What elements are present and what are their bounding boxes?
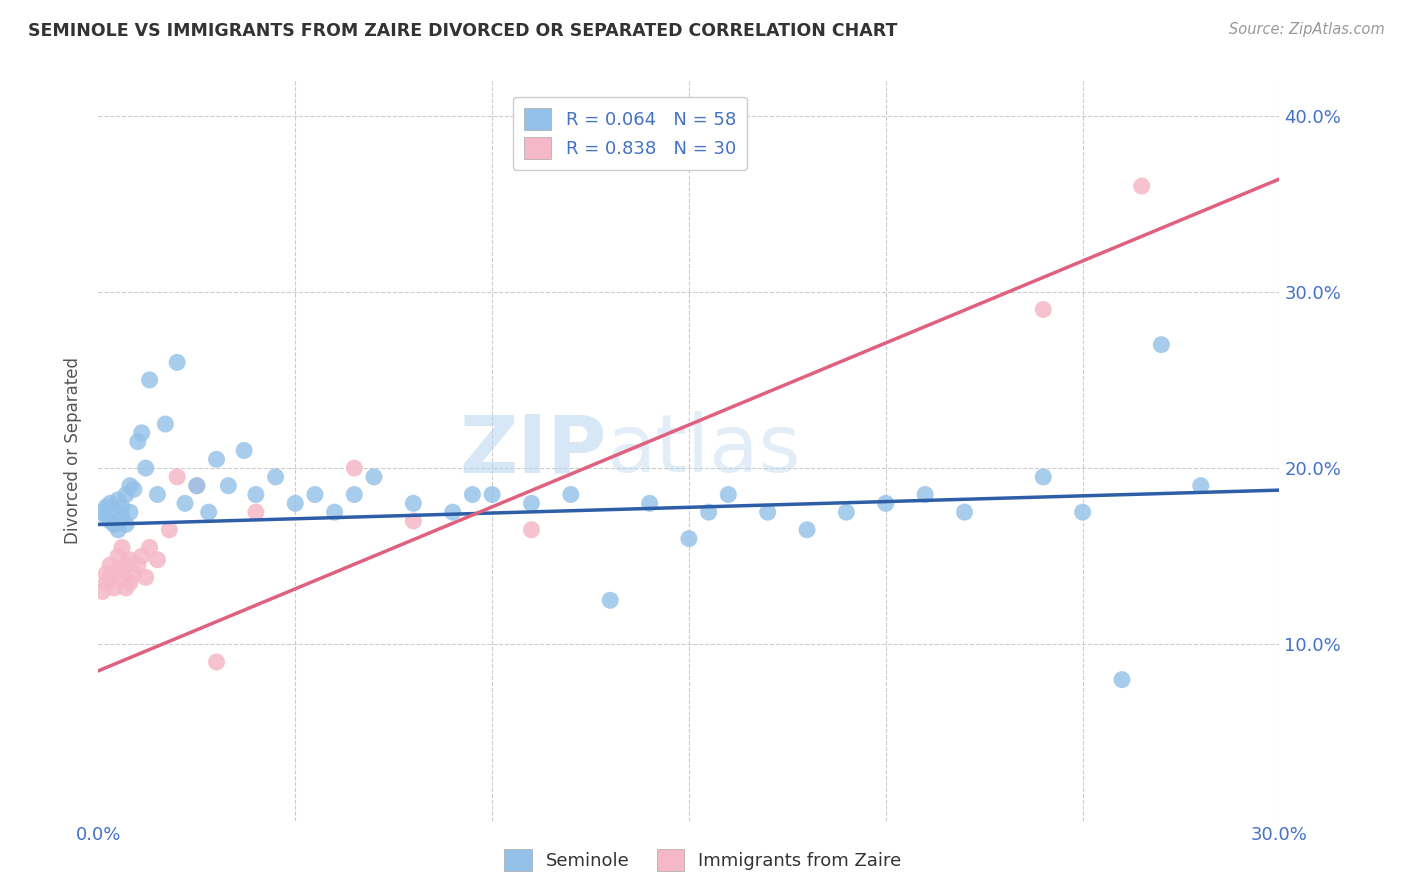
Point [363, 470, 385, 484]
Point [122, 482, 145, 496]
Point [756, 505, 779, 519]
Point [343, 487, 366, 501]
Point [107, 549, 129, 564]
Point [118, 575, 141, 590]
Point [96, 510, 118, 524]
Point [205, 452, 228, 467]
Point [197, 505, 219, 519]
Point [186, 479, 208, 493]
Point [127, 558, 149, 572]
Point [461, 487, 484, 501]
Point [481, 487, 503, 501]
Point [205, 655, 228, 669]
Point [146, 487, 169, 501]
Point [138, 373, 160, 387]
Point [284, 496, 307, 510]
Point [91, 584, 114, 599]
Point [107, 563, 129, 577]
Point [115, 487, 138, 501]
Point [135, 570, 157, 584]
Point [103, 517, 125, 532]
Point [138, 541, 160, 555]
Point [875, 496, 897, 510]
Point [96, 575, 118, 590]
Point [157, 523, 180, 537]
Point [217, 479, 239, 493]
Point [98, 570, 121, 584]
Text: Source: ZipAtlas.com: Source: ZipAtlas.com [1229, 22, 1385, 37]
Point [115, 517, 138, 532]
Legend: R = 0.064   N = 58, R = 0.838   N = 30: R = 0.064 N = 58, R = 0.838 N = 30 [513, 96, 747, 169]
Point [122, 566, 145, 581]
Point [115, 581, 138, 595]
Point [264, 470, 287, 484]
Point [103, 581, 125, 595]
Point [111, 510, 134, 524]
Point [560, 487, 582, 501]
Point [135, 461, 157, 475]
Point [107, 523, 129, 537]
Point [796, 523, 818, 537]
Point [111, 500, 134, 514]
Point [166, 355, 188, 369]
Point [638, 496, 661, 510]
Point [131, 549, 153, 564]
Point [186, 479, 208, 493]
Point [131, 425, 153, 440]
Text: atlas: atlas [606, 411, 800, 490]
Point [98, 496, 121, 510]
Point [678, 532, 700, 546]
Point [1150, 337, 1173, 351]
Point [914, 487, 936, 501]
Point [174, 496, 197, 510]
Point [115, 558, 138, 572]
Point [103, 505, 125, 519]
Point [323, 505, 346, 519]
Point [304, 487, 326, 501]
Point [599, 593, 621, 607]
Point [111, 570, 134, 584]
Point [96, 500, 118, 514]
Point [1189, 479, 1212, 493]
Point [245, 505, 267, 519]
Point [96, 566, 118, 581]
Point [155, 417, 177, 431]
Point [98, 514, 121, 528]
Point [233, 443, 256, 458]
Point [91, 505, 114, 519]
Point [118, 479, 141, 493]
Point [127, 434, 149, 449]
Point [1032, 470, 1054, 484]
Point [146, 553, 169, 567]
Point [343, 461, 366, 475]
Point [1071, 505, 1094, 519]
Point [118, 505, 141, 519]
Point [520, 496, 543, 510]
Point [1111, 673, 1133, 687]
Point [1032, 302, 1054, 317]
Y-axis label: Divorced or Separated: Divorced or Separated [65, 357, 83, 544]
Text: SEMINOLE VS IMMIGRANTS FROM ZAIRE DIVORCED OR SEPARATED CORRELATION CHART: SEMINOLE VS IMMIGRANTS FROM ZAIRE DIVORC… [28, 22, 897, 40]
Point [98, 558, 121, 572]
Point [520, 523, 543, 537]
Point [166, 470, 188, 484]
Legend: Seminole, Immigrants from Zaire: Seminole, Immigrants from Zaire [498, 842, 908, 879]
Point [1130, 179, 1153, 194]
Point [717, 487, 740, 501]
Point [953, 505, 976, 519]
Point [245, 487, 267, 501]
Point [441, 505, 464, 519]
Point [118, 553, 141, 567]
Text: ZIP: ZIP [458, 411, 606, 490]
Point [697, 505, 720, 519]
Point [402, 496, 425, 510]
Point [111, 541, 134, 555]
Point [835, 505, 858, 519]
Point [402, 514, 425, 528]
Point [107, 492, 129, 507]
